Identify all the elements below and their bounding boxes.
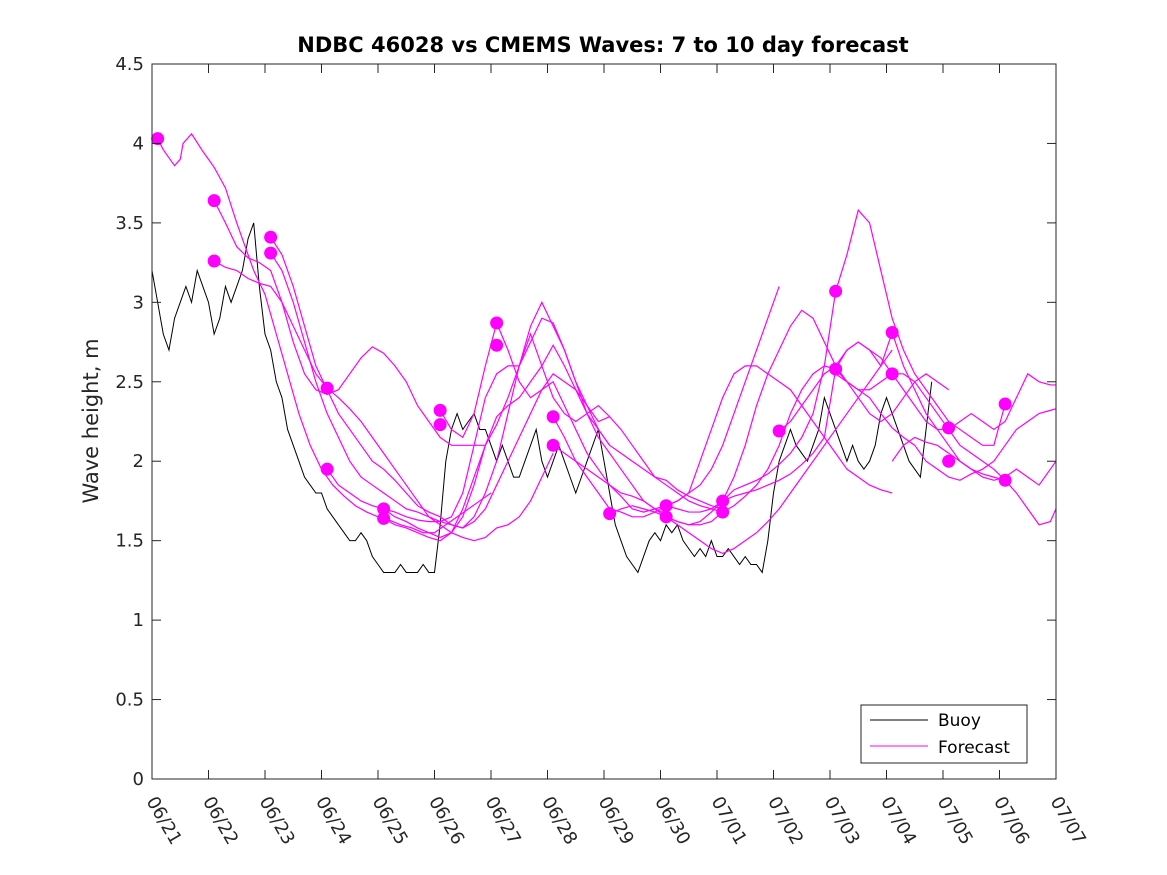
forecast-marker (942, 454, 956, 468)
y-tick-label: 4 (133, 133, 144, 154)
forecast-marker (433, 418, 447, 432)
legend-box (860, 704, 1028, 764)
buoy-series (151, 222, 933, 574)
forecast-marker (998, 473, 1012, 487)
y-axis: 0 0.5 1 1.5 2 2.5 3 3.5 4 4.5 (115, 54, 1056, 790)
forecast-marker (490, 316, 504, 330)
y-tick-label: 1.5 (115, 531, 144, 552)
forecast-marker (829, 362, 843, 376)
forecast-marker (942, 421, 956, 435)
forecast-marker (264, 230, 278, 244)
plot-area (152, 64, 1056, 779)
y-tick-label: 3 (133, 292, 144, 313)
legend-forecast-label: Forecast (938, 738, 1010, 758)
chart-title: NDBC 46028 vs CMEMS Waves: 7 to 10 day f… (297, 33, 908, 57)
forecast-marker (490, 338, 504, 352)
y-tick-label: 2.5 (115, 372, 144, 393)
legend: Buoy Forecast (860, 704, 1028, 764)
forecast-marker (377, 511, 391, 525)
forecast-marker (716, 494, 730, 508)
forecast-marker (772, 424, 786, 438)
forecast-marker (207, 254, 221, 268)
y-tick-label: 0 (133, 769, 144, 790)
y-axis-label: Wave height, m (79, 338, 103, 503)
forecast-line (552, 349, 893, 555)
y-tick-label: 0.5 (115, 690, 144, 711)
forecast-marker (320, 462, 334, 476)
forecast-marker (885, 326, 899, 340)
forecast-line (891, 436, 1057, 526)
buoy-line (151, 222, 933, 574)
forecast-line (213, 200, 486, 446)
forecast-marker (603, 507, 617, 521)
y-tick-label: 1 (133, 610, 144, 631)
forecast-marker (716, 505, 730, 519)
forecast-marker (998, 397, 1012, 411)
legend-buoy-label: Buoy (938, 711, 981, 731)
forecast-line (383, 343, 723, 539)
y-tick-label: 3.5 (115, 213, 144, 234)
forecast-marker (546, 438, 560, 452)
forecast-line (383, 332, 723, 542)
forecast-markers (151, 132, 1012, 525)
y-tick-label: 2 (133, 451, 144, 472)
forecast-marker (320, 381, 334, 395)
forecast-marker (546, 410, 560, 424)
forecast-marker (433, 403, 447, 417)
forecast-marker (659, 499, 673, 513)
forecast-marker (151, 132, 165, 146)
forecast-marker (659, 510, 673, 524)
y-tick-label: 4.5 (115, 54, 144, 75)
forecast-marker (829, 284, 843, 298)
forecast-line (157, 132, 492, 534)
forecast-line (213, 260, 554, 542)
forecast-marker (885, 367, 899, 381)
forecast-line (778, 330, 1057, 486)
forecast-marker (264, 246, 278, 260)
forecast-line (835, 373, 1057, 481)
forecast-marker (207, 194, 221, 208)
forecast-marker (377, 502, 391, 516)
